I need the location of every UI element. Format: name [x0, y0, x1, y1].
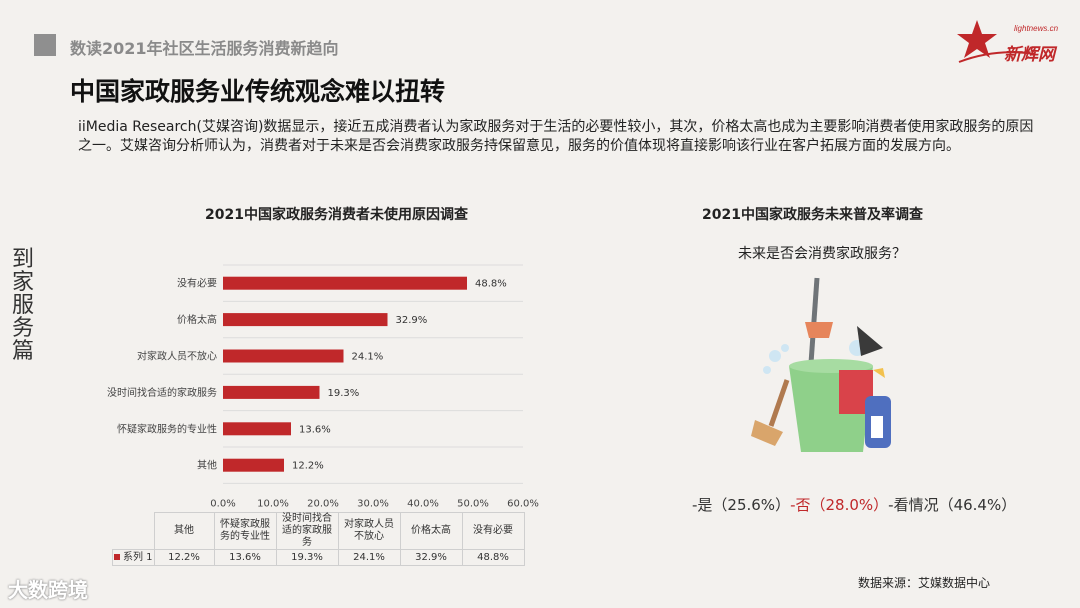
- legend-swatch: [114, 553, 120, 560]
- bar-chart: 没有必要 48.8% 价格太高 32.9% 对家政人员不放心 24.1% 没时间找合适的家政…: [107, 264, 539, 507]
- category-label: 对家政人员不放心: [137, 350, 217, 363]
- data-table-header-row: 其他 怀疑家政服务的专业性 没时间找合适的家政服务 对家政人员不放心 价格太高 …: [112, 512, 525, 550]
- x-tick-label: 10.0%: [257, 498, 289, 507]
- value-label: 13.6%: [299, 424, 331, 435]
- value-label: 48.8%: [475, 279, 507, 290]
- data-table-header: 没时间找合适的家政服务: [275, 512, 339, 550]
- logo-name: 新辉网: [1004, 45, 1055, 65]
- bar: [223, 349, 344, 363]
- data-table-series-label: 系列 1: [123, 551, 153, 563]
- data-table-value: 48.8%: [461, 549, 525, 566]
- bar: [223, 422, 291, 436]
- x-tick-label: 30.0%: [357, 498, 389, 507]
- bar: [223, 385, 320, 399]
- data-table-value: 19.3%: [275, 549, 339, 566]
- value-label: 32.9%: [396, 315, 428, 326]
- intro-paragraph: iiMedia Research(艾媒咨询)数据显示，接近五成消费者认为家政服务…: [78, 119, 1034, 154]
- bar: [223, 313, 388, 327]
- data-table-value: 12.2%: [153, 549, 215, 566]
- answer-yes: -是（25.6%）: [692, 496, 791, 514]
- page-title: 中国家政服务业传统观念难以扭转: [70, 77, 446, 106]
- x-tick-label: 60.0%: [507, 498, 539, 507]
- survey-chart-title: 2021中国家政服务未来普及率调查: [702, 207, 923, 223]
- bar-chart-title: 2021中国家政服务消费者未使用原因调查: [205, 207, 468, 223]
- survey-question: 未来是否会消费家政服务？: [738, 246, 906, 262]
- category-label: 怀疑家政服务的专业性: [117, 422, 217, 435]
- answer-depends: -看情况（46.4%）: [888, 496, 1017, 514]
- data-table-header: 对家政人员不放心: [337, 512, 401, 550]
- data-table-value: 13.6%: [213, 549, 277, 566]
- answer-no: -否（28.0%）: [790, 496, 889, 514]
- category-label: 没时间找合适的家政服务: [107, 386, 217, 399]
- x-tick-label: 0.0%: [210, 498, 235, 507]
- data-table-header: 怀疑家政服务的专业性: [213, 512, 277, 550]
- cleaning-bucket-illustration: [751, 277, 891, 452]
- bar: [223, 458, 284, 472]
- logo-url: lightnews.cn: [1014, 24, 1059, 33]
- value-label: 19.3%: [328, 388, 360, 399]
- category-label: 其他: [197, 459, 217, 472]
- header-subtitle: 数读2021年社区生活服务消费新趋向: [70, 39, 339, 58]
- x-tick-label: 50.0%: [457, 498, 489, 507]
- x-tick-label: 20.0%: [307, 498, 339, 507]
- data-table-value-row: 系列 1 12.2% 13.6% 19.3% 24.1% 32.9% 48.8%: [112, 549, 525, 566]
- x-tick-label: 40.0%: [407, 498, 439, 507]
- survey-answers: -是（25.6%）-否（28.0%）-看情况（46.4%）: [692, 494, 1016, 515]
- data-table-value: 32.9%: [399, 549, 463, 566]
- bar: [223, 276, 467, 290]
- data-source: 数据来源：艾媒数据中心: [858, 576, 991, 590]
- data-table-series-cell: 系列 1: [112, 549, 155, 566]
- side-label: 到家服务篇: [11, 247, 34, 364]
- xinhui-logo: [957, 20, 1036, 63]
- value-label: 12.2%: [292, 461, 324, 472]
- data-table-corner: [112, 512, 155, 550]
- category-label: 没有必要: [177, 277, 217, 290]
- data-table-value: 24.1%: [337, 549, 401, 566]
- footer-watermark-logo: 大数跨境: [8, 578, 88, 602]
- data-table-header: 其他: [153, 512, 215, 550]
- category-label: 价格太高: [177, 313, 217, 326]
- data-table-header: 价格太高: [399, 512, 463, 550]
- value-label: 24.1%: [352, 352, 384, 363]
- data-table-header: 没有必要: [461, 512, 525, 550]
- header-square: [34, 34, 56, 56]
- data-table: 其他 怀疑家政服务的专业性 没时间找合适的家政服务 对家政人员不放心 价格太高 …: [112, 512, 525, 566]
